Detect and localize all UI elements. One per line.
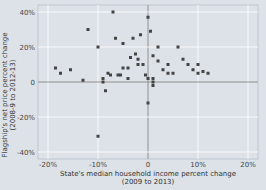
point <box>177 46 180 49</box>
point <box>134 53 137 56</box>
point <box>152 81 155 84</box>
point <box>167 63 170 66</box>
point <box>144 74 147 77</box>
point <box>187 63 190 66</box>
point <box>147 102 150 105</box>
point <box>152 77 155 80</box>
point <box>104 89 107 92</box>
point <box>97 46 100 49</box>
point <box>127 77 130 80</box>
point <box>137 63 140 66</box>
point <box>182 58 185 61</box>
tick-label: 20% <box>19 44 35 52</box>
grid <box>38 5 258 159</box>
tick-label: -20% <box>39 161 57 169</box>
point <box>137 58 140 61</box>
point <box>122 67 125 70</box>
point <box>54 67 57 70</box>
point <box>192 68 195 71</box>
point <box>129 56 132 59</box>
point <box>69 68 72 71</box>
point <box>152 54 155 57</box>
point <box>172 72 175 75</box>
point <box>109 74 112 77</box>
point <box>87 28 90 31</box>
point <box>147 16 150 19</box>
grid-line <box>38 117 258 118</box>
grid-line <box>38 12 258 13</box>
point <box>207 72 210 75</box>
point <box>197 63 200 66</box>
background <box>0 0 266 190</box>
plot-frame <box>38 5 258 159</box>
tick-label: -20% <box>17 114 35 122</box>
grid-line <box>38 152 258 153</box>
tick-label: -10% <box>89 161 107 169</box>
zero-line <box>38 82 258 83</box>
point <box>97 135 100 138</box>
point <box>147 77 150 80</box>
tick-label: 20% <box>240 161 256 169</box>
point <box>139 33 142 36</box>
point <box>157 46 160 49</box>
point <box>197 72 200 75</box>
point <box>149 30 152 33</box>
point <box>102 81 105 84</box>
points <box>54 11 210 138</box>
point <box>112 11 115 14</box>
tick-label: 0 <box>31 79 35 87</box>
y-axis-label: Flagship's net price percent change(2008… <box>1 32 17 157</box>
grid-line <box>38 47 258 48</box>
point <box>119 74 122 77</box>
point <box>122 42 125 45</box>
point <box>127 67 130 70</box>
chart: -20% -10% 0 10% 20% -40% -20% 0 20% 40% State's me… <box>0 0 266 190</box>
point <box>152 84 155 87</box>
point <box>102 77 105 80</box>
point <box>114 37 117 40</box>
x-axis-label: State's median household income percent … <box>60 170 236 186</box>
point <box>167 72 170 75</box>
tick-label: 40% <box>19 9 35 17</box>
point <box>82 79 85 82</box>
tick-label: 0 <box>146 161 150 169</box>
point <box>59 72 62 75</box>
point <box>162 68 165 71</box>
tick-label: -40% <box>17 149 35 157</box>
point <box>202 70 205 73</box>
point <box>142 63 145 66</box>
tick-label: 10% <box>190 161 206 169</box>
point <box>132 37 135 40</box>
point <box>157 60 160 63</box>
